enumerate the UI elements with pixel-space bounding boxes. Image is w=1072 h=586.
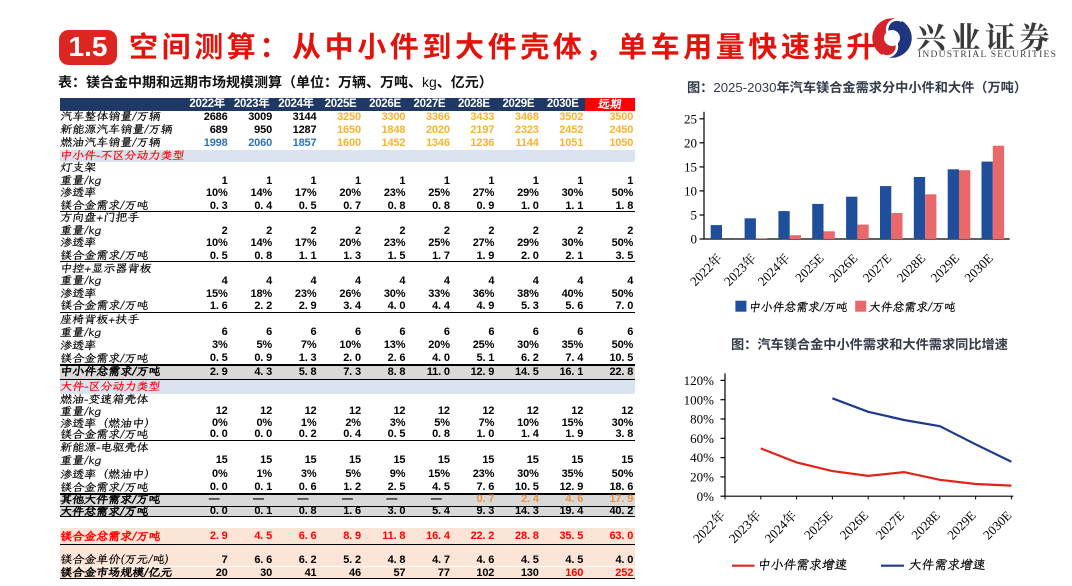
svg-text:2023年: 2023年 bbox=[726, 508, 764, 546]
svg-text:2025E: 2025E bbox=[801, 508, 836, 543]
svg-text:2029E: 2029E bbox=[928, 250, 963, 285]
svg-text:2026E: 2026E bbox=[837, 508, 872, 543]
svg-text:2029E: 2029E bbox=[944, 508, 979, 543]
svg-text:120%: 120% bbox=[684, 373, 715, 388]
svg-text:2022年: 2022年 bbox=[687, 251, 725, 289]
svg-text:2026E: 2026E bbox=[826, 250, 861, 285]
svg-text:2022年: 2022年 bbox=[690, 508, 728, 546]
svg-text:25: 25 bbox=[684, 111, 697, 126]
svg-text:20%: 20% bbox=[690, 470, 714, 485]
svg-text:80%: 80% bbox=[690, 412, 714, 427]
svg-text:0: 0 bbox=[691, 232, 698, 247]
svg-text:100%: 100% bbox=[684, 392, 715, 407]
svg-text:2027E: 2027E bbox=[873, 508, 908, 543]
svg-text:20: 20 bbox=[684, 135, 697, 150]
svg-text:2030E: 2030E bbox=[980, 508, 1015, 543]
svg-text:2028E: 2028E bbox=[908, 508, 943, 543]
svg-text:2028E: 2028E bbox=[894, 250, 929, 285]
svg-text:2023年: 2023年 bbox=[721, 251, 759, 289]
svg-text:60%: 60% bbox=[690, 431, 714, 446]
svg-text:40%: 40% bbox=[690, 450, 714, 465]
svg-text:2025E: 2025E bbox=[792, 250, 827, 285]
svg-text:10: 10 bbox=[684, 184, 697, 199]
svg-text:2027E: 2027E bbox=[860, 250, 895, 285]
svg-text:2030E: 2030E bbox=[961, 250, 996, 285]
svg-text:2024年: 2024年 bbox=[755, 251, 793, 289]
svg-text:0%: 0% bbox=[697, 489, 715, 504]
svg-text:15: 15 bbox=[684, 160, 697, 175]
svg-text:2024年: 2024年 bbox=[762, 508, 800, 546]
svg-text:5: 5 bbox=[691, 208, 698, 223]
